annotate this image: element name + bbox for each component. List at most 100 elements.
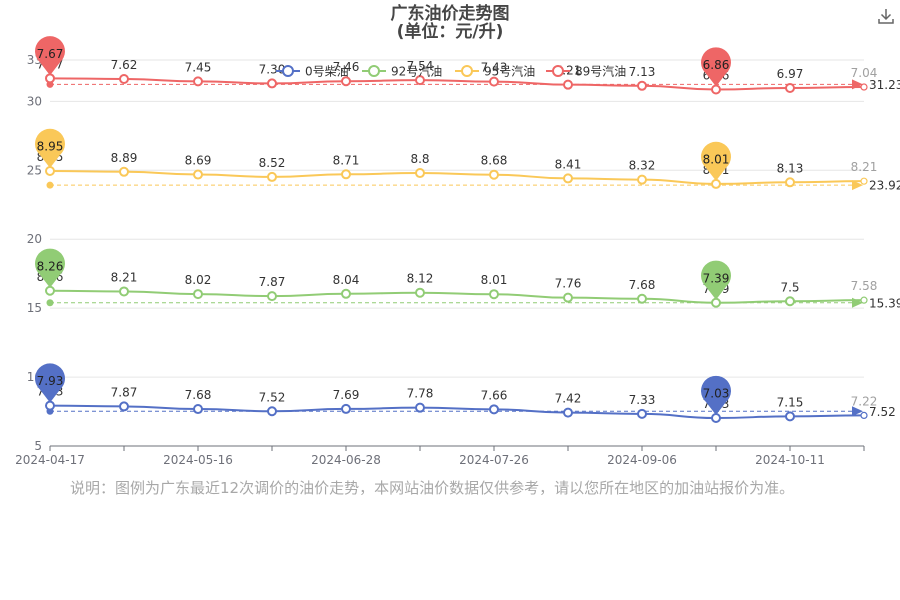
data-label: 8.21 (111, 270, 138, 284)
average-label: 23.92 (869, 179, 900, 193)
data-label: 7.22 (851, 394, 878, 408)
data-label: 8.71 (333, 153, 360, 167)
max-pin: 8.95 (35, 128, 65, 168)
data-label: 8.8 (410, 152, 429, 166)
max-pin: 7.93 (35, 363, 65, 403)
data-label: 7.87 (111, 385, 138, 399)
data-label: 8.12 (407, 272, 434, 286)
data-label: 7.68 (185, 388, 212, 402)
series-line (49, 169, 865, 185)
x-tick-label: 2024-10-11 (755, 453, 825, 467)
data-label: 7.68 (629, 278, 656, 292)
legend-label: 92号汽油 (391, 64, 442, 79)
average-label: 7.52 (869, 405, 896, 419)
legend-item[interactable]: 95号汽油 (455, 64, 535, 79)
data-label: 7.54 (407, 59, 434, 73)
data-point (637, 408, 647, 419)
legend-item[interactable]: 89号汽油 (546, 64, 626, 79)
pin-shape (701, 47, 732, 87)
legend-label: 0号柴油 (305, 65, 349, 79)
data-point (341, 403, 351, 414)
average-label: 15.39 (869, 296, 900, 310)
download-icon[interactable] (877, 7, 895, 25)
pin-shape (701, 141, 732, 181)
chart-note: 说明：图例为广东最近12次调价的油价走势，本网站油价数据仅供参考，请以您所在地区… (70, 479, 795, 497)
data-point (785, 82, 795, 93)
x-tick-label: 2024-07-26 (459, 453, 529, 467)
data-point (267, 406, 277, 417)
data-point (193, 404, 203, 415)
legend-label: 95号汽油 (484, 64, 535, 79)
data-point (489, 76, 499, 87)
data-point (785, 411, 795, 422)
pin-shape (35, 248, 65, 288)
y-tick-label: 5 (34, 439, 42, 453)
data-label: 7.42 (555, 392, 582, 406)
data-label: 7.33 (629, 393, 656, 407)
data-point (119, 166, 129, 177)
data-label: 8.41 (555, 157, 582, 171)
data-point (341, 169, 351, 180)
data-label: 7.46 (333, 60, 360, 74)
data-label: 7.43 (481, 61, 508, 75)
legend-item[interactable]: 0号柴油 (276, 65, 349, 79)
x-tick-label: 2024-05-16 (163, 453, 233, 467)
data-label: 8.69 (185, 154, 212, 168)
legend-marker (282, 65, 294, 77)
pin-shape (701, 260, 732, 300)
data-point (711, 178, 721, 189)
data-point (860, 177, 868, 185)
chart-subtitle: (单位：元/升) (396, 22, 504, 42)
legend-marker (368, 65, 380, 77)
y-tick-label: 15 (27, 301, 42, 315)
data-point (45, 400, 55, 411)
data-point (860, 411, 868, 419)
average-arrow (852, 180, 863, 191)
series-line (49, 289, 865, 304)
pin-label: 7.03 (703, 387, 730, 401)
data-label: 7.58 (851, 279, 878, 293)
data-point (119, 74, 129, 85)
data-point (489, 404, 499, 415)
legend: 0号柴油 92号汽油 95号汽油 89号汽油 (276, 64, 626, 79)
y-tick-label: 25 (27, 163, 42, 177)
data-point (785, 177, 795, 188)
chart-title: 广东油价走势图 (390, 4, 510, 24)
legend-item[interactable]: 92号汽油 (362, 64, 442, 79)
pin-shape (35, 36, 65, 76)
data-label: 7.15 (777, 395, 804, 409)
data-label: 7.62 (111, 58, 138, 72)
data-label: 7.87 (259, 275, 286, 289)
min-pin: 8.01 (701, 141, 732, 181)
data-label: 7.45 (185, 60, 212, 74)
data-point (45, 165, 55, 176)
data-point (45, 285, 55, 296)
data-point (45, 73, 55, 84)
data-label: 7.04 (851, 66, 878, 80)
pin-label: 8.95 (37, 139, 64, 153)
data-point (711, 297, 721, 308)
data-label: 8.68 (481, 154, 508, 168)
data-label: 7.13 (629, 65, 656, 79)
average-start-dot (46, 299, 54, 307)
data-point (637, 293, 647, 304)
x-tick-label: 2024-06-28 (311, 453, 381, 467)
data-label: 8.32 (629, 159, 656, 173)
min-pin: 7.39 (701, 260, 732, 300)
data-point (415, 402, 425, 413)
x-tick-label: 2024-09-06 (607, 453, 677, 467)
data-point (563, 292, 573, 303)
data-point (341, 76, 351, 87)
series-line (49, 404, 865, 420)
data-label: 8.21 (851, 160, 878, 174)
data-label: 8.89 (111, 151, 138, 165)
data-label: 8.13 (777, 161, 804, 175)
data-label: 8.52 (259, 156, 286, 170)
data-point (267, 291, 277, 302)
data-label: 7.5 (780, 280, 799, 294)
data-point (785, 296, 795, 307)
y-tick-label: 20 (27, 232, 42, 246)
data-point (193, 289, 203, 300)
data-label: 7.30 (259, 62, 286, 76)
data-label: 6.97 (777, 67, 804, 81)
